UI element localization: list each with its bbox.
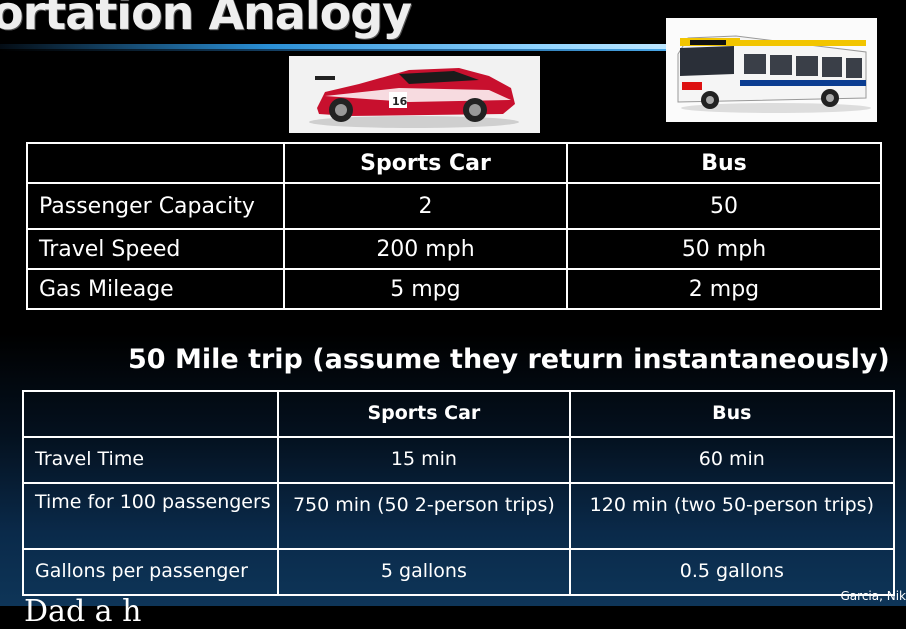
table-cell: 750 min (50 2-person trips) — [278, 483, 570, 549]
row-label: Gallons per passenger — [23, 549, 278, 595]
table-cell: 5 gallons — [278, 549, 570, 595]
comparison-table-specs: Sports Car Bus Passenger Capacity 2 50 T… — [26, 142, 882, 310]
header-cell: Sports Car — [278, 391, 570, 437]
header-cell: Sports Car — [284, 143, 567, 183]
slide-title: ortation Analogy — [0, 0, 411, 40]
table-row: Gallons per passenger 5 gallons 0.5 gall… — [23, 549, 894, 595]
cut-off-text: Dad a h — [24, 594, 141, 629]
sports-car-image: 16 — [289, 56, 540, 133]
bus-image — [666, 18, 877, 122]
table-header-row: Sports Car Bus — [23, 391, 894, 437]
table-cell: 50 mph — [567, 229, 881, 269]
table-cell: 5 mpg — [284, 269, 567, 309]
svg-text:16: 16 — [392, 95, 408, 108]
table-row: Travel Speed 200 mph 50 mph — [27, 229, 881, 269]
table-cell: 50 — [567, 183, 881, 229]
title-underline-shadow — [0, 49, 670, 51]
header-cell — [27, 143, 284, 183]
row-label: Time for 100 passengers — [23, 483, 278, 549]
row-label: Travel Time — [23, 437, 278, 483]
header-cell: Bus — [567, 143, 881, 183]
header-cell: Bus — [570, 391, 894, 437]
row-label: Passenger Capacity — [27, 183, 284, 229]
table-cell: 60 min — [570, 437, 894, 483]
table-cell: 120 min (two 50-person trips) — [570, 483, 894, 549]
row-label: Travel Speed — [27, 229, 284, 269]
table-cell: 15 min — [278, 437, 570, 483]
comparison-table-trip: Sports Car Bus Travel Time 15 min 60 min… — [22, 390, 895, 596]
table-cell: 200 mph — [284, 229, 567, 269]
bus-illustration — [666, 18, 877, 122]
table-cell: 2 mpg — [567, 269, 881, 309]
table-row: Travel Time 15 min 60 min — [23, 437, 894, 483]
table-row: Passenger Capacity 2 50 — [27, 183, 881, 229]
header-cell — [23, 391, 278, 437]
row-label: Gas Mileage — [27, 269, 284, 309]
table-header-row: Sports Car Bus — [27, 143, 881, 183]
section-heading: 50 Mile trip (assume they return instant… — [128, 344, 890, 375]
table-cell: 2 — [284, 183, 567, 229]
table-row: Time for 100 passengers 750 min (50 2-pe… — [23, 483, 894, 549]
table-row: Gas Mileage 5 mpg 2 mpg — [27, 269, 881, 309]
author-credit: Garcia, Nik — [841, 589, 906, 603]
sports-car-illustration: 16 — [289, 56, 540, 133]
